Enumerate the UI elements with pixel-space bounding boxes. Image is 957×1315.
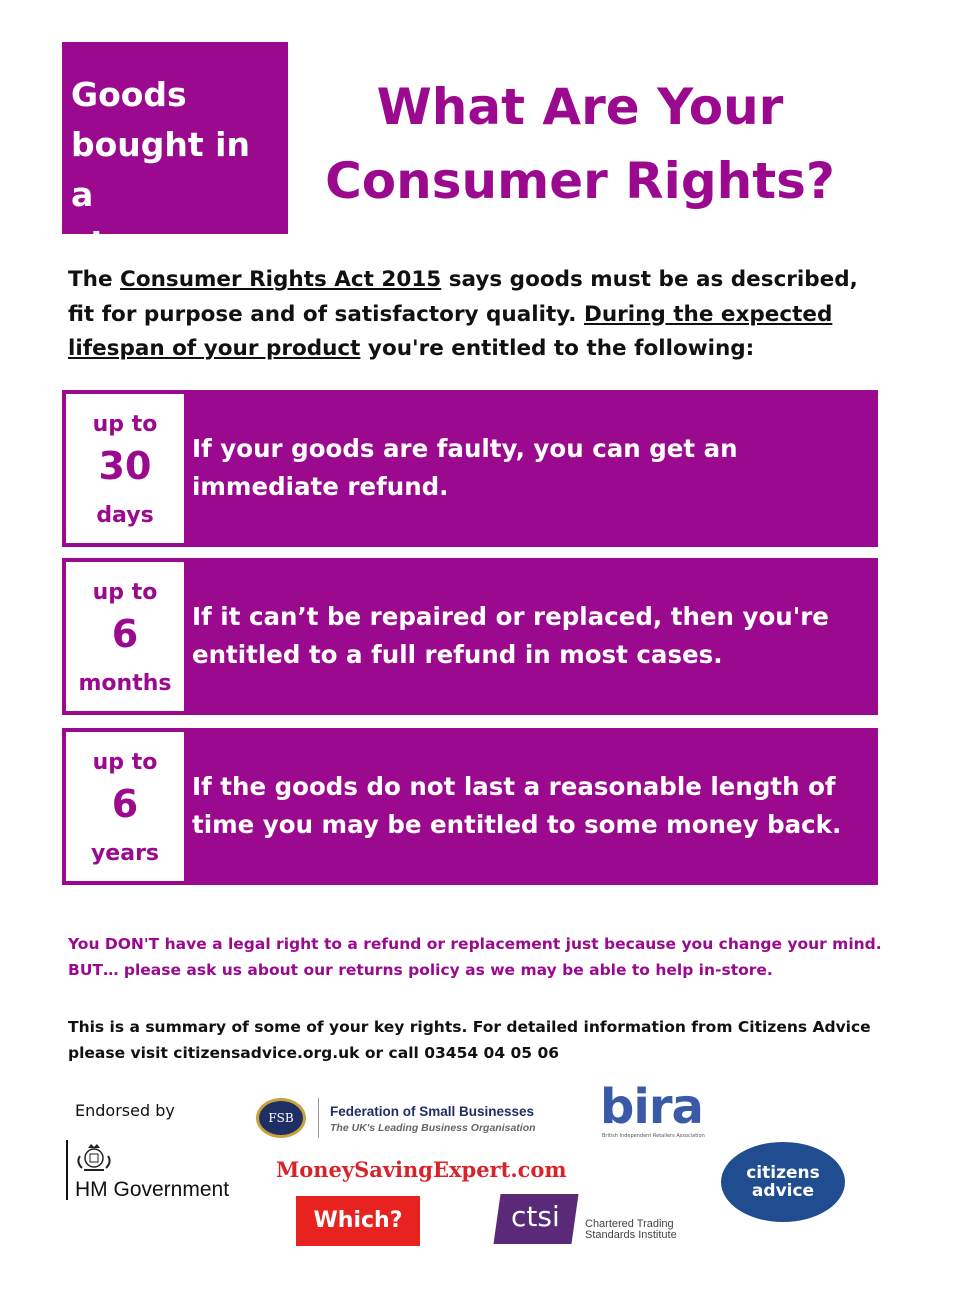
right-row-6-months: up to 6 months If it can’t be repaired o… bbox=[62, 558, 878, 715]
bira-tagline: British Independent Retailers Associatio… bbox=[602, 1133, 705, 1139]
page-title-line: What Are Your bbox=[376, 78, 784, 136]
fsb-logo: FSB Federation of Small Businesses The U… bbox=[256, 1094, 576, 1144]
period-prefix: up to bbox=[92, 750, 158, 775]
ca-line: advice bbox=[751, 1181, 815, 1201]
period-number: 6 bbox=[111, 612, 139, 656]
period-unit: years bbox=[90, 841, 160, 866]
period-unit: days bbox=[96, 503, 154, 528]
right-description: If it can’t be repaired or replaced, the… bbox=[192, 602, 829, 669]
intro-paragraph: The Consumer Rights Act 2015 says goods … bbox=[68, 263, 888, 367]
change-of-mind-note: You DON'T have a legal right to a refund… bbox=[68, 931, 888, 983]
ctsi-name-line: Chartered Trading bbox=[585, 1218, 674, 1230]
logo-divider bbox=[66, 1140, 68, 1200]
period-prefix: up to bbox=[92, 412, 158, 437]
fsb-name: Federation of Small Businesses bbox=[330, 1104, 535, 1119]
category-tag-line: shop bbox=[71, 225, 161, 264]
summary-line: This is a summary of some of your key ri… bbox=[68, 1018, 871, 1036]
intro-text: The bbox=[68, 267, 121, 292]
ctsi-logo: ctsi Chartered Trading Standards Institu… bbox=[493, 1190, 707, 1246]
period-number: 6 bbox=[111, 782, 139, 826]
intro-text: you're entitled to the following: bbox=[360, 336, 755, 361]
right-row-30-days: up to 30 days If your goods are faulty, … bbox=[62, 390, 878, 547]
period-box: up to 6 years bbox=[66, 732, 184, 881]
right-row-6-years: up to 6 years If the goods do not last a… bbox=[62, 728, 878, 885]
period-box: up to 6 months bbox=[66, 562, 184, 711]
intro-text: says goods must be as described, fit for… bbox=[68, 267, 858, 327]
period-box: up to 30 days bbox=[66, 394, 184, 543]
category-tag-line: Goods bbox=[71, 75, 187, 114]
which-logo: Which? bbox=[296, 1196, 420, 1246]
note-line: BUT… please ask us about our returns pol… bbox=[68, 961, 773, 979]
hm-government-text: HM Government bbox=[75, 1178, 230, 1201]
summary-line: please visit citizensadvice.org.uk or ca… bbox=[68, 1044, 560, 1062]
fsb-tagline: The UK's Leading Business Organisation bbox=[330, 1122, 536, 1134]
endorsed-label: Endorsed by bbox=[75, 1101, 175, 1120]
logo-divider bbox=[318, 1098, 319, 1138]
category-tag: Goods bought in a shop bbox=[62, 42, 288, 264]
hm-government-logo: HM Government bbox=[66, 1140, 256, 1202]
summary-text: This is a summary of some of your key ri… bbox=[68, 1014, 888, 1066]
fsb-seal: FSB bbox=[256, 1098, 306, 1138]
right-description: If the goods do not last a reasonable le… bbox=[192, 772, 842, 839]
ctsi-name-line: Standards Institute bbox=[585, 1229, 677, 1241]
period-unit: months bbox=[78, 671, 172, 696]
category-tag-line: bought in a bbox=[71, 125, 250, 214]
bira-wordmark: bira bbox=[600, 1079, 704, 1135]
lifespan-phrase: During the expected lifespan of your pro… bbox=[68, 301, 833, 362]
moneysavingexpert-logo: MoneySavingExpert.com bbox=[276, 1157, 567, 1182]
right-description: If your goods are faulty, you can get an… bbox=[192, 434, 738, 501]
ctsi-wordmark: ctsi bbox=[511, 1200, 560, 1233]
citizens-advice-logo: citizens advice bbox=[721, 1142, 845, 1222]
ca-line: citizens bbox=[746, 1163, 820, 1183]
act-name: Consumer Rights Act 2015 bbox=[120, 267, 442, 292]
note-line: You DON'T have a legal right to a refund… bbox=[68, 935, 882, 953]
page-title: What Are Your Consumer Rights? bbox=[300, 70, 860, 218]
royal-crest-icon bbox=[77, 1144, 111, 1171]
page-title-line: Consumer Rights? bbox=[325, 152, 835, 210]
bira-logo: bira British Independent Retailers Assoc… bbox=[600, 1079, 730, 1145]
period-number: 30 bbox=[98, 444, 152, 488]
period-prefix: up to bbox=[92, 580, 158, 605]
